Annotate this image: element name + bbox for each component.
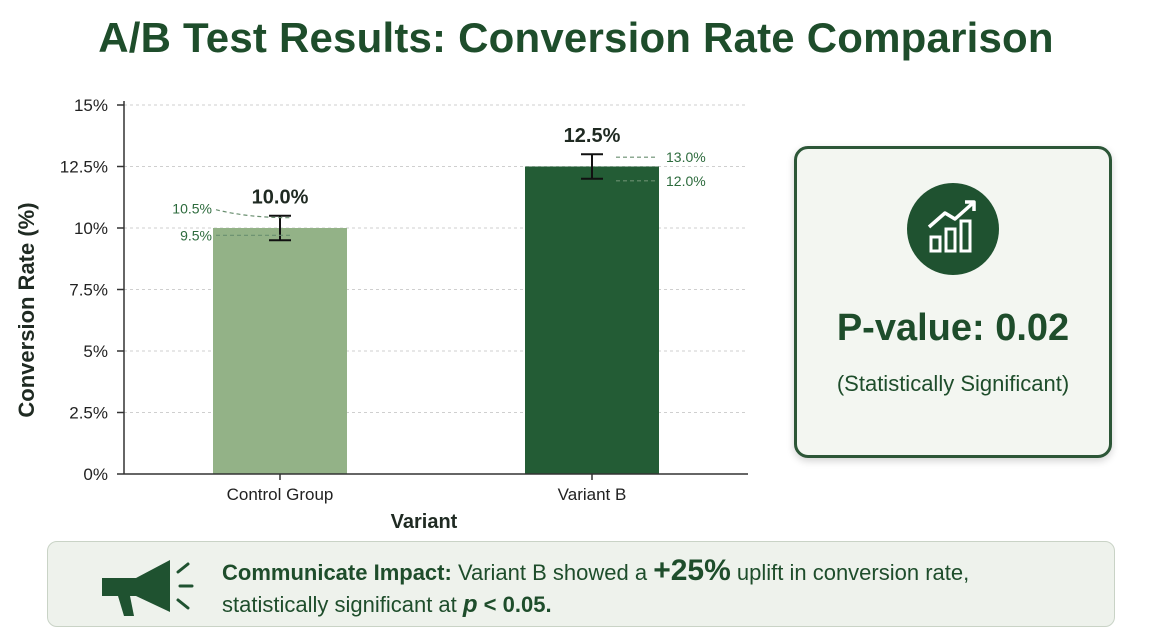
- impact-line-2: statistically significant at p < 0.05.: [222, 591, 552, 619]
- bar: [213, 228, 347, 474]
- ci-high-label: 10.5%: [172, 201, 212, 217]
- y-tick-label: 5%: [83, 342, 108, 361]
- ci-leader: [215, 209, 291, 219]
- p-value-card: P-value: 0.02 (Statistically Significant…: [794, 146, 1112, 458]
- y-tick-label: 15%: [74, 96, 108, 115]
- x-axis-label: Variant: [391, 511, 458, 533]
- ci-high-label: 13.0%: [666, 149, 706, 165]
- ci-low-label: 9.5%: [180, 227, 212, 243]
- y-tick-label: 12.5%: [60, 158, 108, 177]
- category-label: Variant B: [558, 485, 627, 504]
- conversion-bar-chart: 0% 2.5% 5% 7.5% 10% 12.5% 15% Control Group 10.…: [14, 96, 748, 533]
- value-label: 12.5%: [564, 125, 621, 147]
- p-symbol: p: [462, 591, 478, 618]
- data-labels: Control Group 10.0% 10.5% 9.5% Variant B 12.5…: [172, 125, 705, 504]
- y-tick-label: 10%: [74, 219, 108, 238]
- ci-low-label: 12.0%: [666, 173, 706, 189]
- y-tick-label: 7.5%: [69, 281, 108, 300]
- error-bars: [269, 153, 603, 242]
- impact-heading: Communicate Impact:: [222, 560, 452, 585]
- bar: [525, 166, 659, 474]
- value-label: 10.0%: [252, 187, 309, 209]
- chart-growth-icon: [907, 183, 999, 275]
- impact-text-3: statistically significant at: [222, 592, 463, 617]
- y-ticks: 0% 2.5% 5% 7.5% 10% 12.5% 15%: [60, 96, 124, 484]
- impact-banner: Communicate Impact: Variant B showed a +…: [47, 541, 1115, 627]
- y-tick-label: 2.5%: [69, 404, 108, 423]
- bars: [213, 166, 659, 474]
- page-title: A/B Test Results: Conversion Rate Compar…: [98, 14, 1054, 61]
- y-axis-label: Conversion Rate (%): [14, 202, 39, 417]
- significance-text: (Statistically Significant): [836, 371, 1070, 396]
- y-tick-label: 0%: [83, 465, 108, 484]
- p-value-text: P-value: 0.02: [836, 307, 1070, 349]
- megaphone-icon: [102, 560, 194, 616]
- impact-text-2: uplift in conversion rate,: [730, 560, 970, 585]
- impact-text-1: Variant B showed a: [451, 560, 654, 585]
- p-threshold: < 0.05.: [477, 592, 552, 617]
- category-label: Control Group: [227, 485, 334, 504]
- uplift-value: +25%: [653, 554, 731, 587]
- impact-line-1: Communicate Impact: Variant B showed a +…: [222, 554, 969, 588]
